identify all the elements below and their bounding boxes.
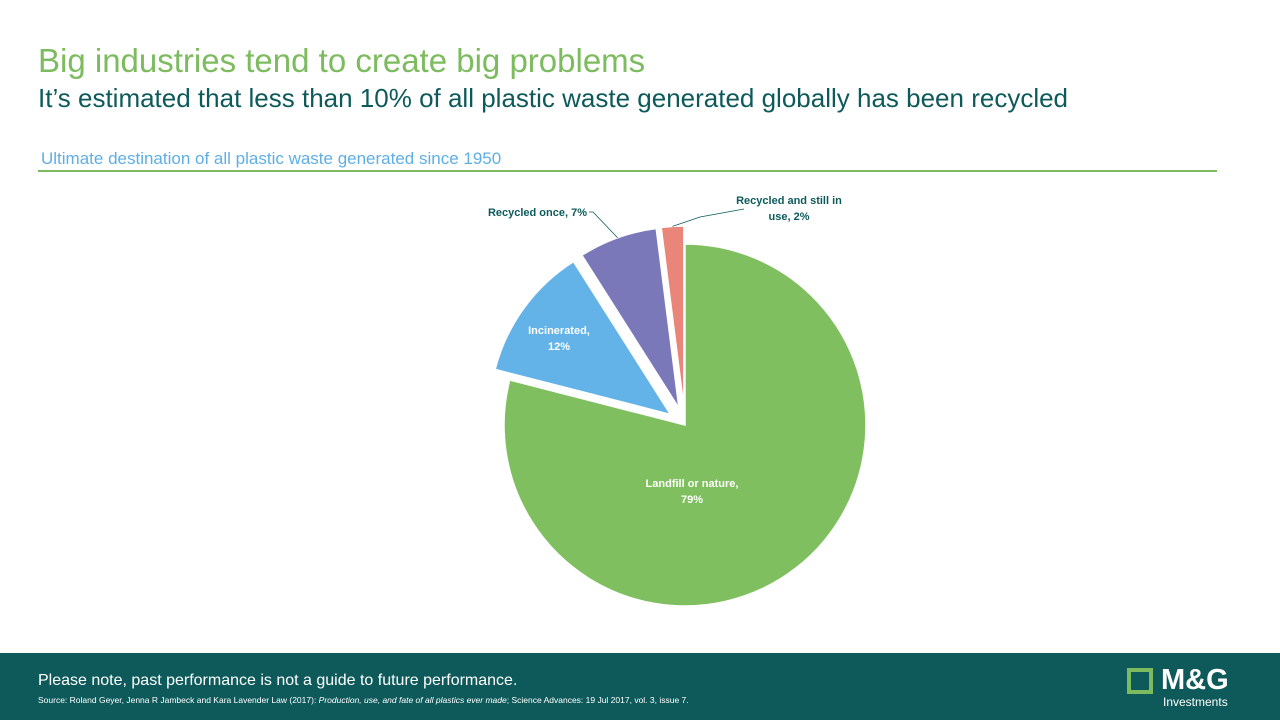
- caption-divider: [38, 170, 1217, 172]
- pie-slice-recycled-and-still-in-use: [660, 225, 685, 408]
- disclaimer-note: Please note, past performance is not a g…: [38, 672, 518, 689]
- data-label: Landfill or nature, 79%: [646, 478, 739, 506]
- chart-caption: Ultimate destination of all plastic wast…: [41, 149, 502, 168]
- data-label: Recycled once, 7%: [488, 207, 587, 219]
- data-label-line: Landfill or nature,: [646, 478, 739, 490]
- logo-wordmark: M&G: [1161, 664, 1229, 696]
- pie-slice-incinerated: [494, 260, 673, 416]
- pie-slice-landfill-or-nature: [503, 243, 867, 607]
- source-citation: Source: Roland Geyer, Jenna R Jambeck an…: [38, 694, 689, 706]
- data-label-line: Incinerated,: [528, 325, 590, 337]
- mg-square-logo-icon: [1127, 668, 1153, 694]
- data-label: Incinerated, 12%: [528, 325, 590, 353]
- data-label-line: Recycled once, 7%: [488, 207, 587, 219]
- data-label: Recycled and still in use, 2%: [736, 195, 842, 223]
- leader-line: [672, 208, 745, 227]
- footer-bar: Please note, past performance is not a g…: [0, 653, 1280, 720]
- source-suffix: ; Science Advances: 19 Jul 2017, vol. 3,…: [506, 695, 689, 705]
- leader-lines: [589, 208, 745, 239]
- data-label-line: use, 2%: [769, 211, 810, 223]
- slide-subtitle: It’s estimated that less than 10% of all…: [38, 83, 1069, 113]
- mg-logo: M&G Investments: [1125, 664, 1245, 710]
- slide-title: Big industries tend to create big proble…: [38, 42, 646, 79]
- source-prefix: Source: Roland Geyer, Jenna R Jambeck an…: [38, 695, 319, 705]
- data-label-line: Recycled and still in: [736, 195, 842, 207]
- data-label-line: 79%: [681, 494, 703, 506]
- logo-subtext: Investments: [1163, 695, 1228, 709]
- source-title: Production, use, and fate of all plastic…: [318, 695, 507, 705]
- leader-line: [589, 211, 618, 239]
- data-label-line: 12%: [548, 341, 570, 353]
